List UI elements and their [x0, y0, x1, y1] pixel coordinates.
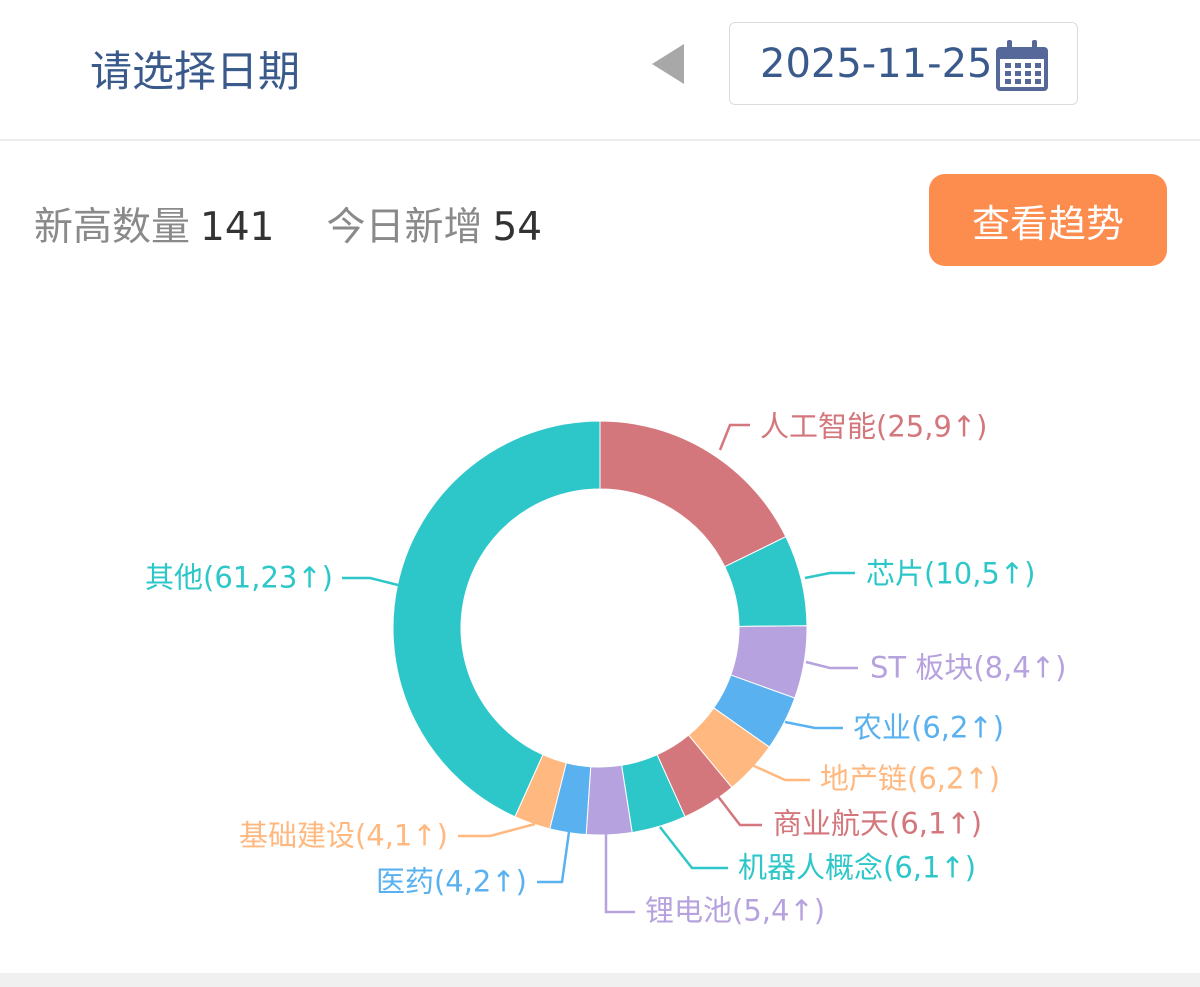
leader-line-1	[804, 571, 855, 580]
new-today-label: 今日新增	[326, 205, 483, 250]
slice-label: 芯片(10,5↑)	[866, 556, 1036, 591]
slice-label: 商业航天(6,1↑)	[773, 806, 983, 841]
calendar-icon	[996, 40, 1048, 91]
new-today-value: 54	[492, 205, 543, 250]
slice-label: 其他(61,23↑)	[145, 560, 333, 595]
bottom-bar	[0, 973, 1200, 987]
slice-label: 基础建设(4,1↑)	[238, 818, 448, 853]
high-count-label: 新高数量	[34, 205, 191, 250]
divider	[0, 139, 1200, 141]
page-title: 请选择日期	[90, 47, 301, 96]
slice-10[interactable]	[392, 420, 601, 818]
slice-label: 地产链(6,2↑)	[820, 761, 1001, 796]
leader-line-6	[659, 826, 728, 870]
stats-row: 新高数量 141 今日新增 54	[34, 196, 542, 252]
slice-label: 人工智能(25,9↑)	[760, 409, 988, 444]
selected-date: 2025-11-25	[760, 40, 993, 87]
date-picker[interactable]: 2025-11-25	[729, 22, 1078, 105]
slice-label: 农业(6,2↑)	[853, 710, 1005, 745]
leader-line-4	[751, 763, 810, 782]
leader-line-0	[718, 423, 750, 451]
slice-0[interactable]	[599, 420, 787, 568]
leader-line-7	[604, 833, 635, 914]
leader-line-5	[716, 794, 762, 827]
slice-label: 机器人概念(6,1↑)	[738, 850, 977, 885]
slice-label: ST 板块(8,4↑)	[870, 650, 1067, 685]
leader-line-10	[342, 576, 399, 587]
leader-line-2	[805, 660, 858, 670]
triangle-left-icon[interactable]	[652, 44, 684, 84]
slice-label: 锂电池(5,4↑)	[645, 893, 826, 928]
slice-label: 医药(4,2↑)	[375, 864, 527, 899]
leader-line-9	[458, 822, 536, 838]
leader-line-3	[784, 720, 843, 730]
view-trend-button[interactable]: 查看趋势	[929, 174, 1167, 266]
high-count-value: 141	[200, 205, 275, 250]
leader-line-8	[537, 831, 571, 884]
